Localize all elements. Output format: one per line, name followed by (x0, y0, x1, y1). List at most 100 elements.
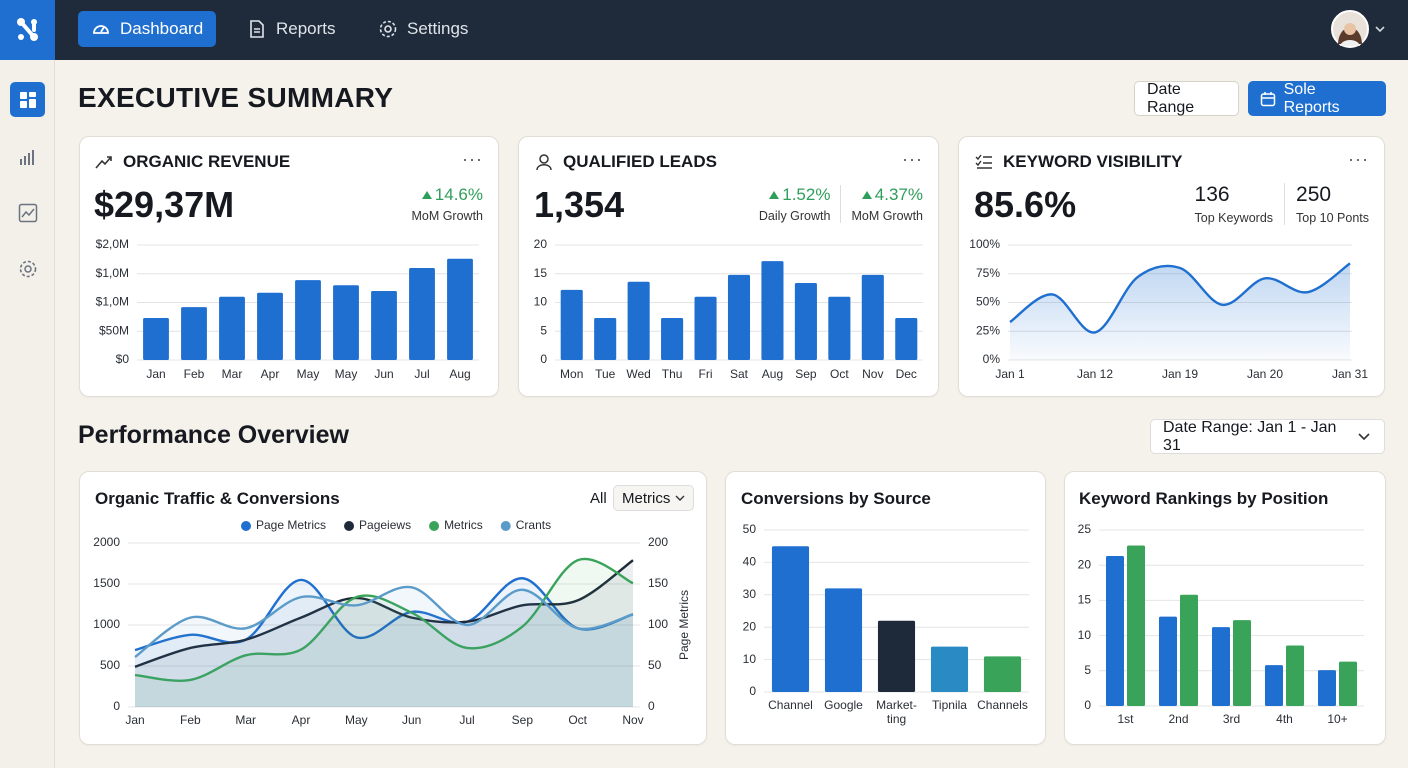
card-menu[interactable]: ··· (902, 149, 923, 169)
up-arrow (769, 191, 780, 199)
y2-tick-label: 0 (648, 699, 655, 713)
x-tick-label: Jan 31 (1332, 367, 1368, 381)
x-tick-label: Dec (896, 367, 917, 381)
line (134, 557, 634, 682)
card-title: KEYWORD VISIBILITY (1003, 152, 1183, 171)
kpi-stats: 136 Top Keywords 250 Top 10 Ponts (1195, 183, 1369, 225)
metrics-select[interactable]: Metrics (613, 485, 694, 511)
nav-tab-label: Settings (407, 19, 469, 38)
reports-button[interactable]: Sole Reports (1248, 81, 1386, 116)
chevron (1358, 432, 1370, 440)
chart-title: Organic Traffic & Conversions (95, 489, 340, 508)
sidebar-item[interactable] (10, 139, 45, 174)
sidebar-item[interactable] (10, 82, 45, 117)
x-tick-label: Tipnila (932, 698, 967, 712)
y-tick-label: 5 (1084, 663, 1091, 677)
y2-tick-label: 50 (648, 658, 662, 672)
date-range-button[interactable]: Date Range (1134, 81, 1239, 116)
bar (1233, 620, 1252, 706)
y-tick-label: 20 (534, 237, 548, 251)
bar (295, 280, 321, 360)
select-label: Date Range: Jan 1 - Jan 31 (1163, 418, 1337, 454)
logo[interactable] (0, 0, 55, 60)
bar (219, 296, 245, 360)
bar (1127, 545, 1146, 706)
x-tick-label: Jun (402, 713, 421, 727)
area-fill (135, 586, 633, 707)
bar (1105, 556, 1124, 706)
x-tick-label: Jan 12 (1077, 367, 1113, 381)
y-tick-label: 10 (1078, 628, 1092, 642)
x-tick-label: May (335, 367, 358, 381)
card-menu[interactable]: ··· (462, 149, 483, 169)
y-tick-label: 100% (969, 237, 1000, 251)
sidebar-item[interactable] (10, 195, 45, 230)
chart: 0 5 10 15 20 25 1st 2nd 3rd 4th 10+ (1078, 522, 1364, 726)
legend-swatch (241, 521, 251, 531)
card-title: ORGANIC REVENUE (123, 152, 291, 171)
y-tick-label: $50M (99, 323, 129, 337)
y-tick-label: 2000 (93, 535, 120, 549)
y2-tick-label: 150 (648, 576, 668, 590)
stat-label: MoM Growth (851, 209, 923, 223)
y-tick-label: 25 (1078, 522, 1092, 536)
sidebar-item[interactable] (10, 251, 45, 286)
stat-label: Top 10 Ponts (1296, 211, 1369, 225)
x-tick-label: Nov (622, 713, 643, 727)
y-tick-label: 0 (1084, 698, 1091, 712)
line (134, 559, 634, 668)
bar (143, 318, 169, 360)
button-label: Sole Reports (1283, 80, 1340, 116)
card-header: ORGANIC REVENUE (95, 152, 290, 172)
x-tick-label: Apr (292, 713, 311, 727)
card-menu[interactable]: ··· (1348, 149, 1369, 169)
legend-label: Page Metrics (256, 518, 326, 532)
x-tick-label: Nov (862, 367, 883, 381)
legend-label: Pageiews (359, 518, 411, 532)
x-tick-label: 4th (1276, 712, 1293, 726)
nav-tab[interactable]: Dashboard (78, 11, 217, 47)
stat-change: 14.6% (434, 185, 483, 204)
bar (930, 646, 969, 692)
y-tick-label: 20 (1078, 557, 1092, 571)
label-line: ting (887, 712, 906, 726)
bar (828, 296, 851, 360)
x-tick-label: Fri (699, 367, 713, 381)
x-tick-label: Channels (977, 698, 1028, 712)
x-tick-label: Sep (512, 713, 534, 727)
kpi-stat: 14.6% MoM Growth (411, 185, 483, 223)
line (134, 585, 634, 658)
divider (840, 185, 842, 223)
x-tick-label: Jul (414, 367, 429, 381)
kpi-stat: 1.52% Daily Growth (759, 185, 831, 223)
x-tick-label: Aug (762, 367, 783, 381)
bar (181, 307, 207, 360)
kpi-stat: 4.37% MoM Growth (851, 185, 923, 223)
nav-tab[interactable]: Reports (234, 11, 349, 47)
bar (1286, 645, 1305, 706)
gear-icon (19, 260, 36, 277)
y-tick-label: 1500 (93, 576, 120, 590)
reports-icon (250, 20, 264, 38)
stat-label: Top Keywords (1194, 211, 1274, 225)
legend-swatch (500, 521, 511, 531)
y-tick-label: 75% (976, 266, 1000, 280)
user-icon (536, 154, 552, 171)
x-tick-label: Mon (560, 367, 583, 381)
bar (594, 318, 617, 360)
nav-tab[interactable]: Settings (365, 11, 481, 47)
date-range-select[interactable]: Date Range: Jan 1 - Jan 31 (1150, 419, 1385, 454)
x-tick-label: Thu (662, 367, 683, 381)
user-menu[interactable] (1330, 10, 1400, 50)
y2-tick-label: 100 (648, 617, 668, 631)
y-tick-label: 25% (976, 323, 1000, 337)
x-tick-label: Jun (374, 367, 393, 381)
y-tick-label: $2,0M (96, 237, 129, 251)
x-tick-label: Jan 1 (995, 367, 1025, 381)
filter-all[interactable]: All (590, 490, 607, 507)
logo-icon (17, 18, 38, 41)
top-nav (0, 0, 1408, 60)
x-tick-label: 1st (1117, 712, 1134, 726)
legend-swatch (344, 521, 355, 531)
x-tick-label: Channel (768, 698, 813, 712)
